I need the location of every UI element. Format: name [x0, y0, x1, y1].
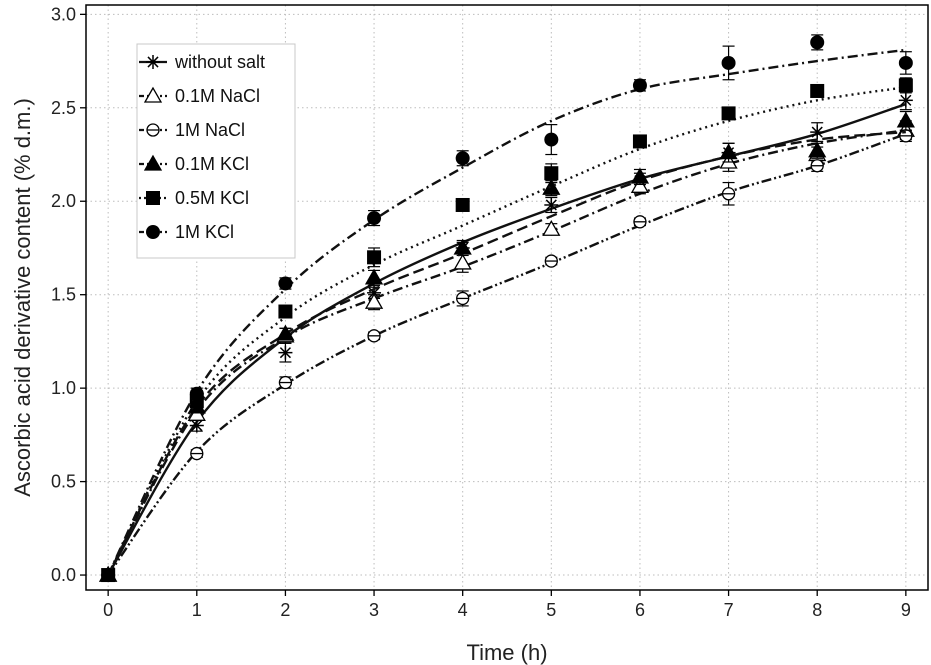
data-point — [367, 329, 381, 343]
legend-item: 1M KCl — [139, 222, 234, 242]
legend-marker — [146, 55, 160, 69]
x-tick-label: 2 — [280, 600, 290, 620]
data-point — [101, 568, 116, 583]
data-point — [278, 276, 293, 291]
data-point — [364, 292, 384, 309]
data-point — [542, 178, 561, 195]
fit-line — [107, 130, 906, 576]
data-point — [808, 141, 827, 158]
y-tick-label: 0.0 — [51, 565, 76, 585]
legend-marker — [146, 123, 160, 137]
y-tick-label: 2.0 — [51, 191, 76, 211]
plot-frame — [85, 4, 929, 591]
x-tick-label: 0 — [103, 600, 113, 620]
data-point — [896, 111, 915, 128]
legend-marker — [143, 154, 163, 171]
legend-marker — [146, 191, 160, 205]
data-point — [632, 134, 647, 149]
data-point — [721, 187, 736, 201]
data-point — [367, 250, 382, 265]
series-1m-kcl — [101, 34, 913, 583]
x-tick-label: 4 — [458, 600, 468, 620]
data-point — [810, 83, 825, 98]
data-point — [898, 55, 913, 70]
data-point — [190, 446, 204, 461]
legend-item: 0.5M KCl — [139, 188, 249, 208]
series-layer — [99, 34, 915, 583]
legend-item: 1M NaCl — [139, 120, 245, 140]
data-point — [810, 35, 825, 50]
x-axis-title: Time (h) — [466, 640, 547, 665]
fit-line — [107, 132, 907, 576]
legend-item: without salt — [139, 52, 265, 72]
y-tick-label: 0.5 — [51, 472, 76, 492]
data-point — [544, 166, 559, 181]
data-point — [630, 167, 650, 184]
fit-line — [107, 129, 907, 576]
data-point — [899, 129, 913, 143]
data-point — [455, 197, 470, 212]
x-tick-label: 6 — [635, 600, 645, 620]
data-point — [276, 324, 295, 341]
x-tick-label: 3 — [369, 600, 379, 620]
y-tick-label: 3.0 — [51, 4, 76, 24]
data-point — [721, 55, 736, 70]
legend-box — [136, 43, 296, 259]
y-axis-ticks: 0.0 0.5 1.0 1.5 2.0 2.5 3.0 — [51, 4, 86, 585]
data-point — [189, 418, 204, 433]
legend-marker — [143, 86, 163, 103]
y-tick-label: 2.5 — [51, 98, 76, 118]
data-point — [544, 132, 559, 147]
data-point — [719, 143, 738, 160]
fit-line — [107, 48, 906, 576]
data-point — [898, 78, 913, 93]
y-axis-title: Ascorbic acid derivative content (% d.m.… — [10, 98, 35, 497]
data-point — [810, 159, 824, 173]
data-point — [632, 78, 647, 93]
legend-item: 0.1M KCl — [139, 154, 249, 174]
legend-label: without salt — [174, 52, 265, 72]
x-axis-ticks: 0 1 2 3 4 5 6 7 8 9 — [103, 590, 911, 620]
x-tick-label: 7 — [724, 600, 734, 620]
data-point — [544, 197, 559, 212]
data-point — [453, 238, 472, 255]
legend-label: 0.5M KCl — [175, 188, 249, 208]
x-tick-label: 9 — [901, 600, 911, 620]
legend-label: 0.1M NaCl — [175, 86, 260, 106]
legend-label: 1M KCl — [175, 222, 234, 242]
data-point — [898, 93, 913, 108]
data-point — [633, 215, 647, 229]
legend-marker — [146, 225, 160, 239]
data-point — [456, 291, 470, 306]
data-point — [721, 106, 736, 121]
legend: without salt 0.1M NaCl 1M NaCl 0.1M KCl 0.5M… — [136, 43, 296, 259]
x-tick-label: 5 — [546, 600, 556, 620]
data-point — [278, 304, 293, 319]
data-point — [810, 125, 825, 140]
data-point — [544, 254, 558, 268]
y-tick-label: 1.0 — [51, 378, 76, 398]
y-tick-label: 1.5 — [51, 285, 76, 305]
x-tick-label: 1 — [192, 600, 202, 620]
data-point — [630, 176, 650, 193]
data-point — [278, 375, 293, 390]
data-point — [453, 253, 472, 270]
legend-label: 1M NaCl — [175, 120, 245, 140]
data-point — [455, 151, 470, 166]
data-point — [367, 211, 382, 226]
data-point — [364, 268, 384, 285]
data-point — [542, 219, 561, 236]
legend-item: 0.1M NaCl — [139, 86, 260, 106]
legend-label: 0.1M KCl — [175, 154, 249, 174]
x-tick-label: 8 — [812, 600, 822, 620]
data-point — [278, 345, 293, 360]
data-point — [189, 386, 204, 401]
